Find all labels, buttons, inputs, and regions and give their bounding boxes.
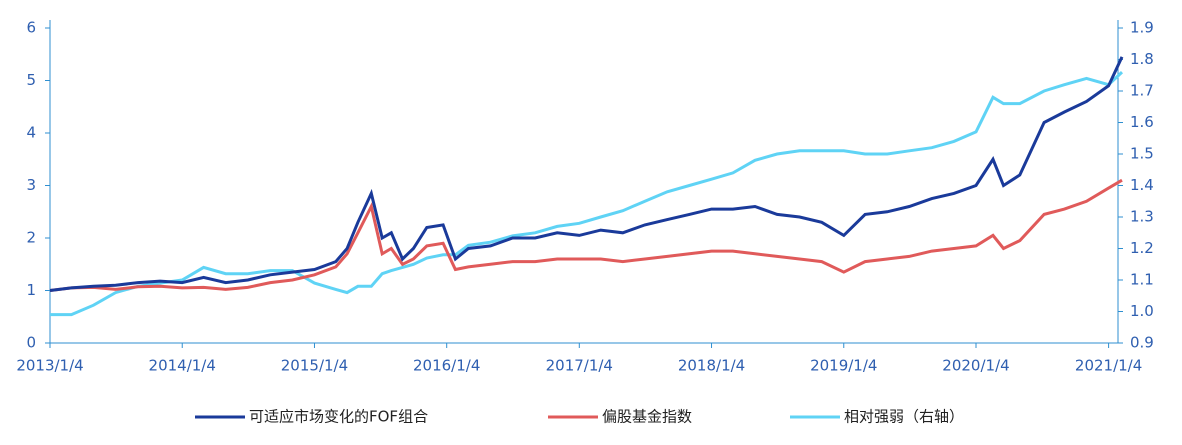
y-tick-label: 2 xyxy=(26,229,36,247)
y-tick-label: 3 xyxy=(26,176,36,194)
legend-label: 偏股基金指数 xyxy=(602,408,692,426)
legend-label: 可适应市场变化的FOF组合 xyxy=(249,408,428,426)
y-tick-label: 6 xyxy=(26,19,36,37)
legend-label: 相对强弱（右轴） xyxy=(844,408,964,426)
y-tick-label: 4 xyxy=(26,124,36,142)
y-tick-label: 5 xyxy=(26,71,36,89)
y2-tick-label: 1.3 xyxy=(1130,208,1154,226)
y2-tick-label: 1.7 xyxy=(1130,82,1154,100)
series-line xyxy=(49,56,1124,292)
y-tick-label: 1 xyxy=(26,281,36,299)
y2-tick-label: 1.8 xyxy=(1130,50,1154,68)
y2-tick-label: 1.0 xyxy=(1130,302,1154,320)
x-tick-label: 2018/1/4 xyxy=(678,357,745,375)
x-tick-label: 2015/1/4 xyxy=(281,357,348,375)
y2-tick-label: 1.2 xyxy=(1130,239,1154,257)
y2-tick-label: 1.5 xyxy=(1130,145,1154,163)
y2-tick-label: 1.1 xyxy=(1130,271,1154,289)
series-line xyxy=(50,71,1124,317)
y2-tick-label: 1.9 xyxy=(1130,19,1154,37)
x-tick-label: 2021/1/4 xyxy=(1075,357,1142,375)
y2-tick-label: 0.9 xyxy=(1130,334,1154,352)
y-tick-label: 0 xyxy=(26,334,36,352)
x-tick-label: 2019/1/4 xyxy=(810,357,877,375)
series-line xyxy=(49,178,1123,292)
x-tick-label: 2017/1/4 xyxy=(546,357,613,375)
x-tick-label: 2013/1/4 xyxy=(16,357,83,375)
x-tick-label: 2014/1/4 xyxy=(149,357,216,375)
x-tick-label: 2020/1/4 xyxy=(942,357,1009,375)
y2-tick-label: 1.4 xyxy=(1130,176,1154,194)
x-tick-label: 2016/1/4 xyxy=(413,357,480,375)
y2-tick-label: 1.6 xyxy=(1130,113,1154,131)
